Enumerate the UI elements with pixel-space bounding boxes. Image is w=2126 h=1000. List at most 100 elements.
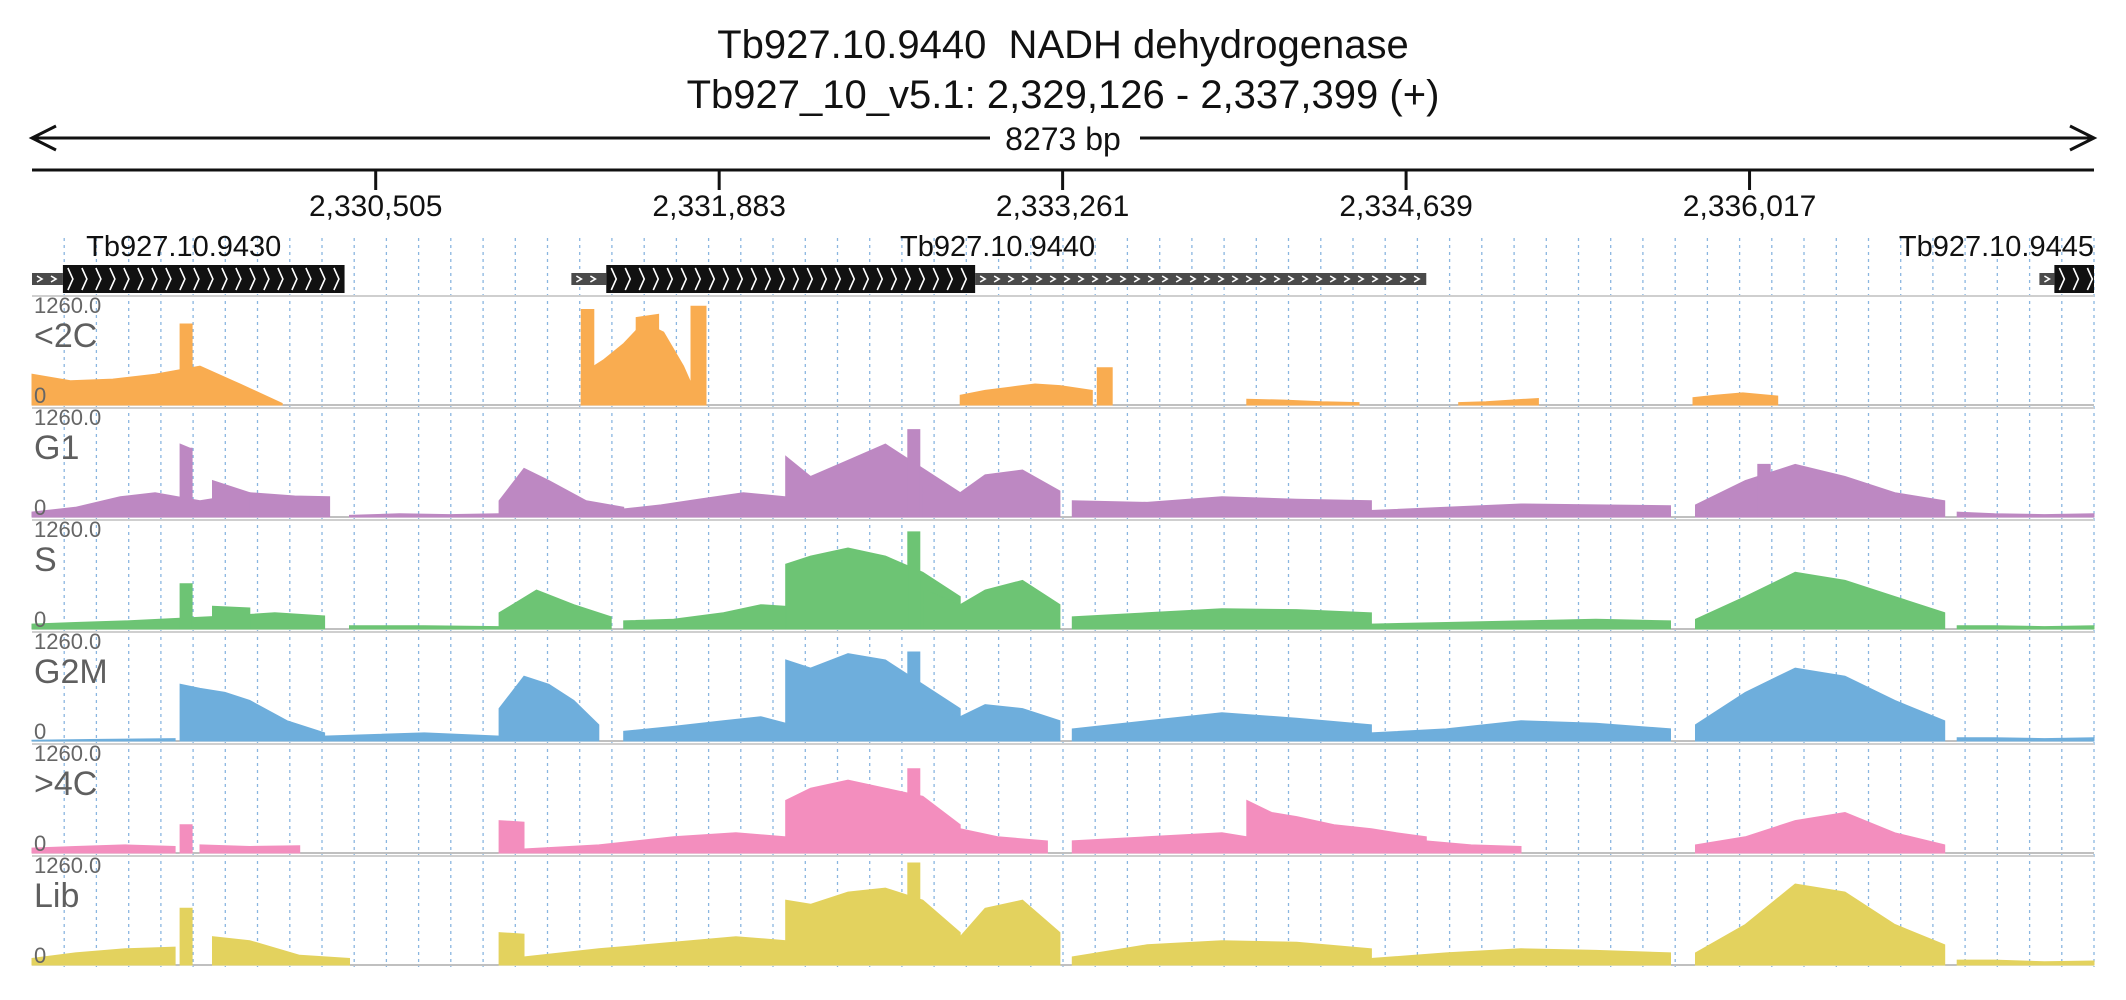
track-zero-label: 0 <box>34 831 46 856</box>
track-name: G1 <box>34 429 79 467</box>
strand-chevron <box>1077 275 1085 283</box>
coverage-tracks: 1260.0<2C01260.0G101260.0S01260.0G2M0126… <box>31 293 2095 968</box>
tick-label: 2,331,883 <box>652 190 785 223</box>
track-zero-label: 0 <box>34 719 46 744</box>
gene-1: Tb927.10.9430 <box>32 231 345 293</box>
coverage-area <box>690 305 707 406</box>
strand-chevron <box>589 275 597 283</box>
strand-chevron <box>638 267 646 291</box>
strand-chevron <box>179 267 186 291</box>
coverage-area <box>1695 811 1946 854</box>
coverage-area <box>1071 712 1372 742</box>
strand-chevron <box>333 267 340 291</box>
strand-chevron <box>848 267 856 291</box>
strand-chevron <box>1133 275 1141 283</box>
strand-chevron <box>1189 275 1197 283</box>
strand-chevron <box>1175 275 1183 283</box>
strand-chevron <box>736 267 744 291</box>
coverage-area <box>1425 840 1522 854</box>
strand-chevron <box>2044 275 2051 283</box>
track-ymax-label: 1260.0 <box>34 405 101 430</box>
strand-chevron <box>722 267 730 291</box>
strand-chevron <box>708 267 716 291</box>
coverage-area <box>349 513 500 518</box>
strand-chevron <box>1385 275 1393 283</box>
region-length-label: 8273 bp <box>1005 121 1121 157</box>
strand-chevron <box>1343 275 1351 283</box>
strand-chevron <box>1105 275 1113 283</box>
strand-chevron <box>151 267 158 291</box>
coverage-area <box>922 469 1061 518</box>
strand-chevron <box>1413 275 1421 283</box>
coverage-area <box>580 309 595 406</box>
strand-chevron <box>1021 275 1029 283</box>
strand-chevron <box>137 267 144 291</box>
coverage-area <box>1695 463 1946 518</box>
strand-chevron <box>610 267 618 291</box>
strand-chevron <box>2072 267 2080 291</box>
strand-chevron <box>263 267 270 291</box>
coverage-area <box>324 732 500 742</box>
coverage-area <box>199 844 301 854</box>
track-zero-label: 0 <box>34 943 46 968</box>
coverage-area <box>179 824 193 854</box>
utr-bar <box>571 273 607 285</box>
track-2: 1260.0G1 0 <box>31 405 2095 520</box>
coverage-area <box>623 716 787 742</box>
strand-chevron <box>1091 275 1099 283</box>
coverage-area <box>922 828 1048 854</box>
strand-chevron <box>1007 275 1015 283</box>
strand-chevron <box>652 267 660 291</box>
coverage-area <box>922 579 1061 630</box>
strand-chevron <box>291 267 298 291</box>
coverage-area <box>1757 463 1771 518</box>
strand-chevron <box>1217 275 1225 283</box>
strand-chevron <box>1315 275 1323 283</box>
strand-chevron <box>277 267 284 291</box>
strand-chevron <box>207 267 214 291</box>
coverage-area <box>523 936 787 966</box>
coverage-area <box>959 383 1093 406</box>
strand-chevron <box>993 275 1001 283</box>
strand-chevron <box>834 267 842 291</box>
strand-chevron <box>979 275 987 283</box>
track-ymax-label: 1260.0 <box>34 741 101 766</box>
track-zero-label: 0 <box>34 607 46 632</box>
coverage-area <box>907 651 921 742</box>
region-length-arrow: 8273 bp <box>28 121 2098 157</box>
strand-chevron <box>1259 275 1267 283</box>
track-name: >4C <box>34 765 97 803</box>
gene-label: Tb927.10.9430 <box>86 231 281 263</box>
strand-chevron <box>1329 275 1337 283</box>
strand-chevron <box>1287 275 1295 283</box>
strand-chevron <box>95 267 102 291</box>
coverage-area <box>498 932 525 966</box>
coverage-area <box>1370 618 1671 630</box>
strand-chevron <box>1357 275 1365 283</box>
gene-2: Tb927.10.9440 <box>571 231 1427 293</box>
strand-chevron <box>932 267 940 291</box>
gene-label: Tb927.10.9445 <box>1899 231 2094 263</box>
coverage-area <box>623 604 787 630</box>
strand-chevron <box>876 267 884 291</box>
strand-chevron <box>221 267 228 291</box>
strand-chevron <box>1147 275 1155 283</box>
coverage-area <box>907 768 921 854</box>
strand-chevron <box>2086 267 2094 291</box>
tick-label: 2,336,017 <box>1683 190 1816 223</box>
coverage-area <box>907 429 921 518</box>
strand-chevron <box>806 267 814 291</box>
strand-chevron <box>750 267 758 291</box>
coverage-area <box>31 612 326 630</box>
tick-label: 2,334,639 <box>1339 190 1472 223</box>
strand-chevron <box>109 267 116 291</box>
strand-chevron <box>904 267 912 291</box>
strand-chevron <box>918 267 926 291</box>
strand-chevron <box>1203 275 1211 283</box>
title-line-1: Tb927.10.9440 NADH dehydrogenase <box>717 23 1409 67</box>
strand-chevron <box>235 267 242 291</box>
coverage-area <box>1692 392 1779 406</box>
coverage-area <box>922 704 1061 742</box>
gene-3: Tb927.10.9445 <box>1899 231 2094 293</box>
